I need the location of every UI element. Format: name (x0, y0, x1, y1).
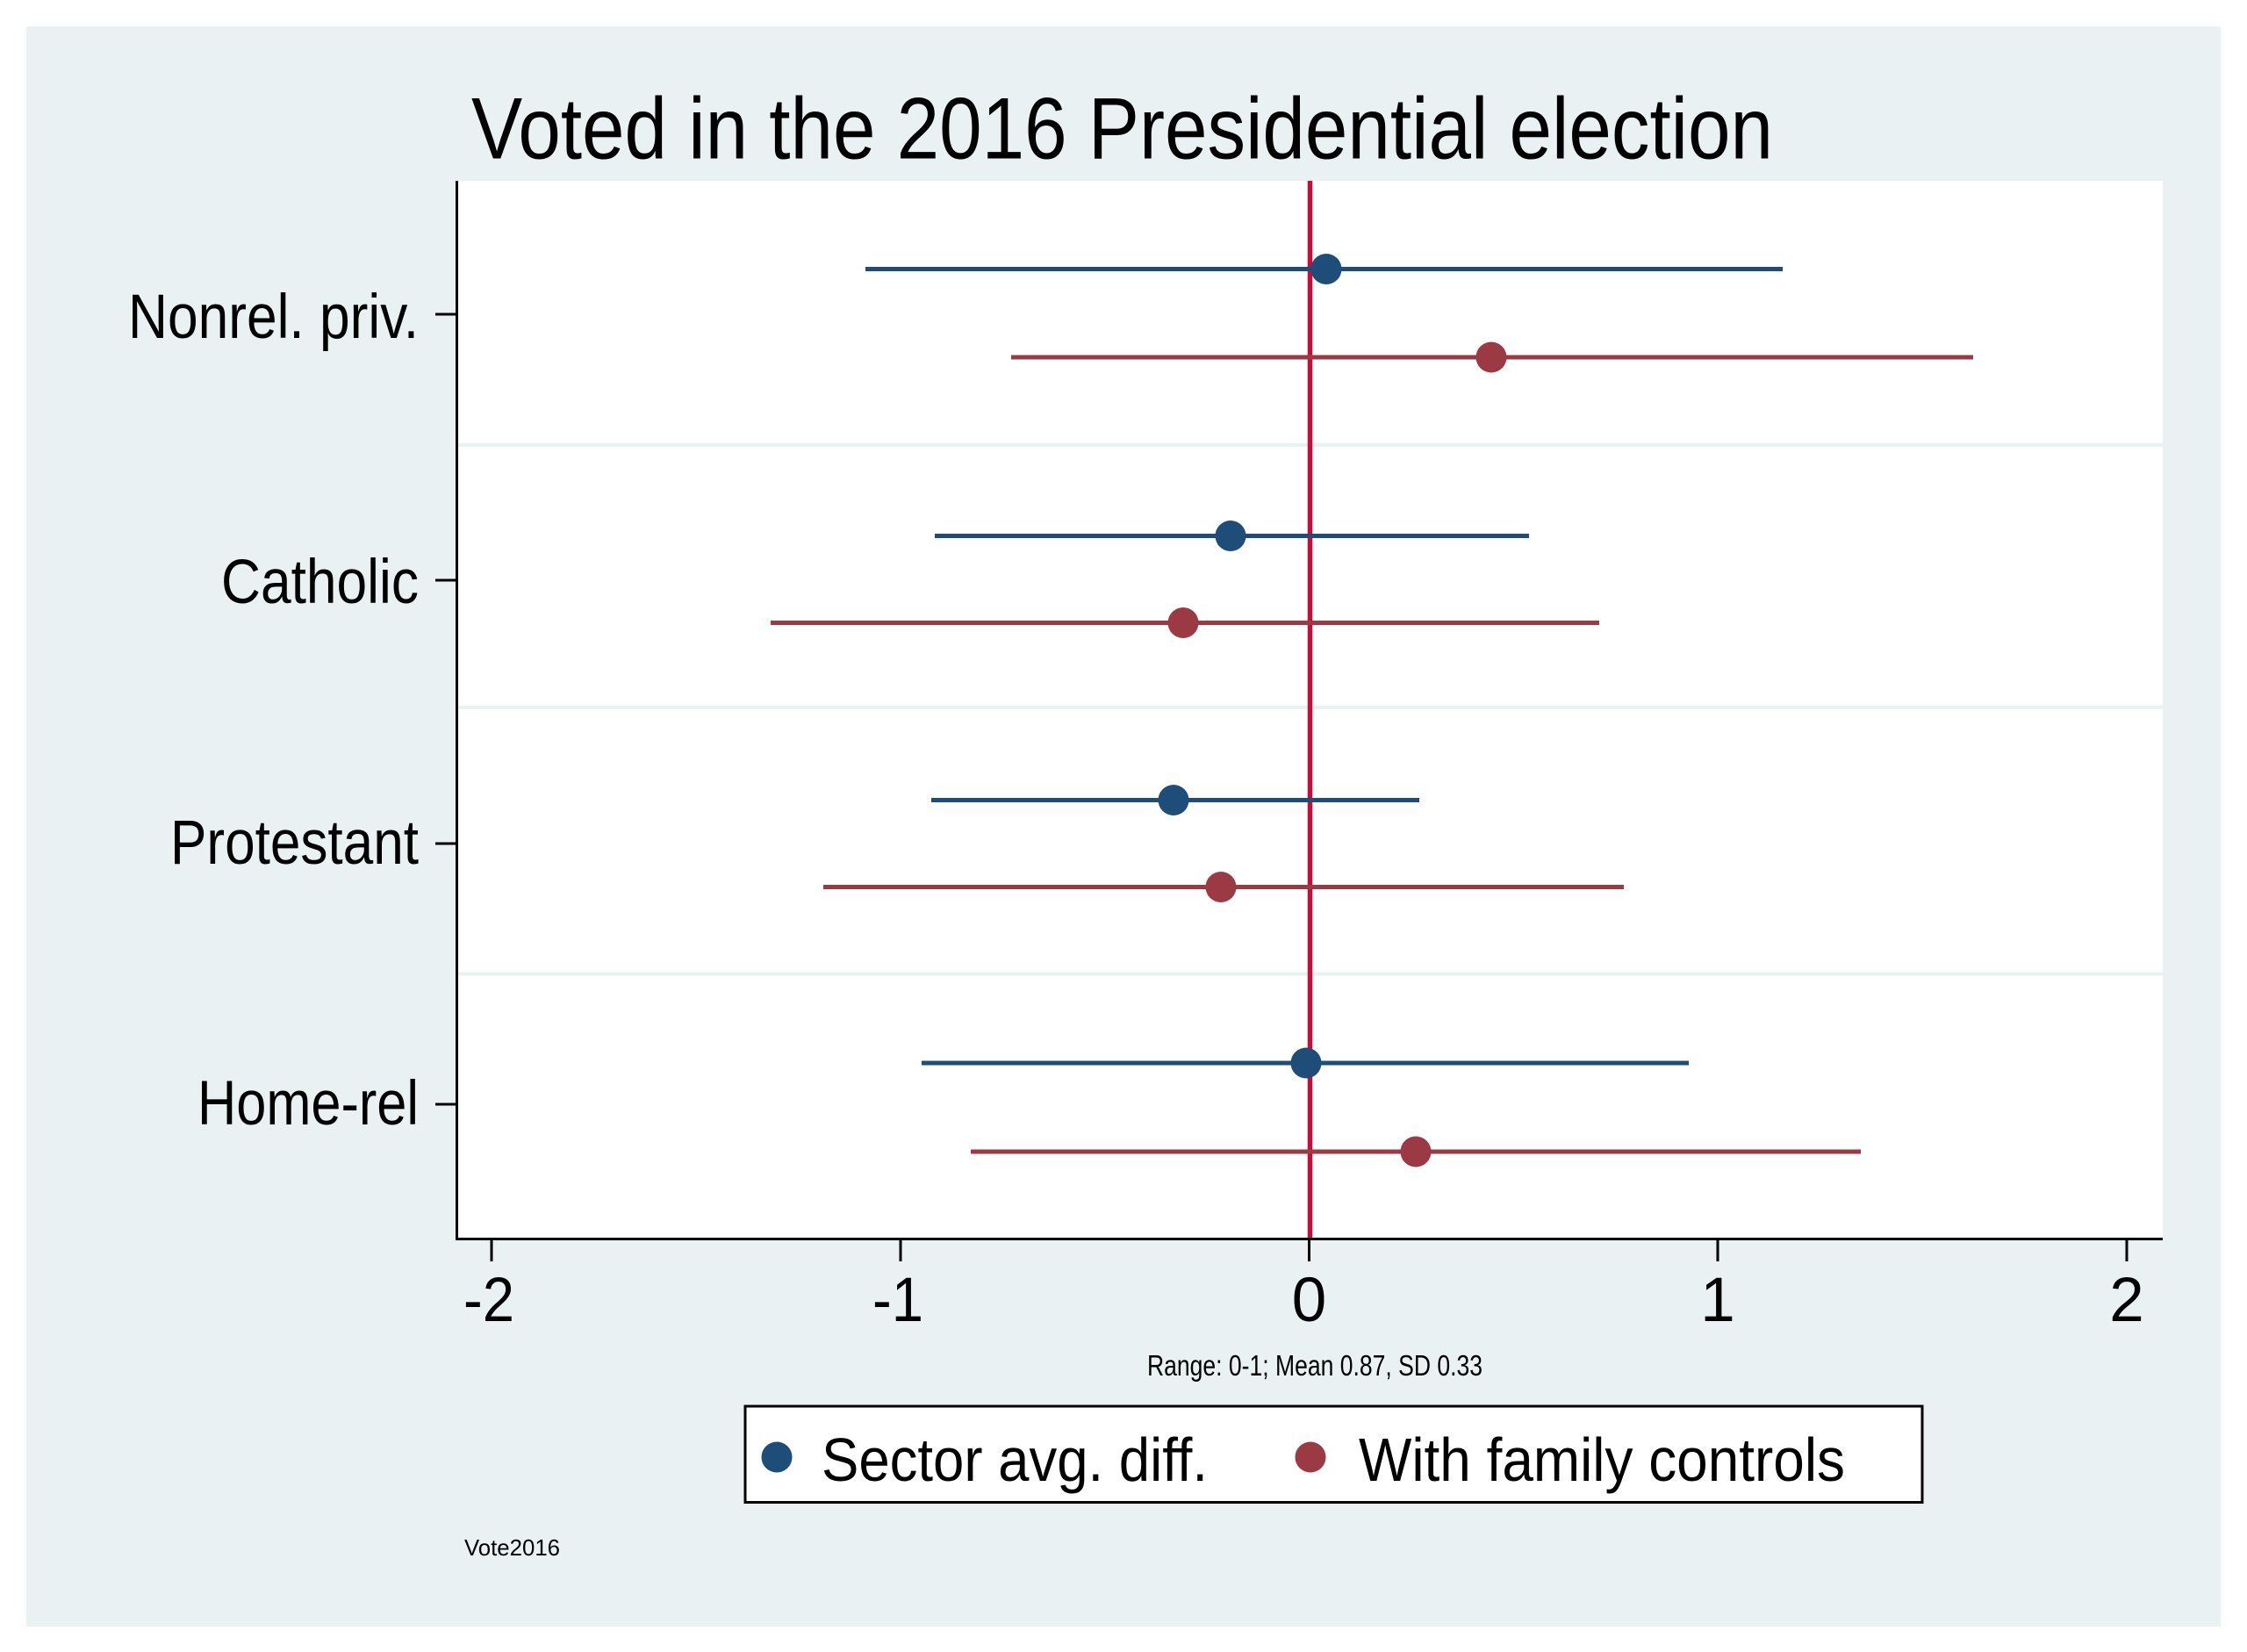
svg-text:Protestant: Protestant (170, 808, 419, 878)
svg-text:Voted in the 2016 Presidential: Voted in the 2016 Presidential election (471, 80, 1773, 177)
svg-text:Nonrel. priv.: Nonrel. priv. (128, 283, 419, 352)
svg-text:Sector avg. diff.: Sector avg. diff. (822, 1426, 1208, 1494)
svg-text:0: 0 (1292, 1266, 1327, 1335)
svg-text:Range: 0-1; Mean 0.87, SD 0.3: Range: 0-1; Mean 0.87, SD 0.33 (1147, 1349, 1482, 1382)
svg-text:-2: -2 (463, 1266, 514, 1335)
svg-text:1: 1 (1700, 1266, 1735, 1335)
svg-text:Vote2016: Vote2016 (464, 1534, 560, 1561)
svg-text:Catholic: Catholic (221, 548, 419, 617)
svg-text:-1: -1 (872, 1266, 923, 1335)
svg-text:Home-rel: Home-rel (197, 1069, 419, 1138)
svg-text:With family controls: With family controls (1359, 1426, 1845, 1494)
svg-text:2: 2 (2109, 1266, 2144, 1335)
